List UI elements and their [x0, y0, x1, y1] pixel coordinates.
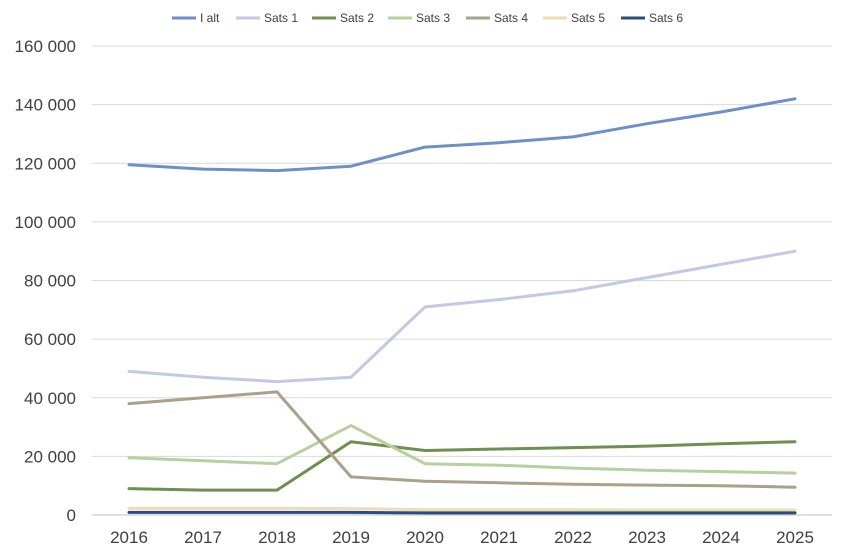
legend-label: Sats 3: [416, 11, 450, 25]
series-line-sats-6: [127, 510, 797, 515]
x-tick-label: 2024: [702, 528, 740, 547]
y-tick-label: 0: [67, 506, 76, 525]
series-line-sats-1: [127, 249, 797, 384]
y-tick-label: 140 000: [15, 96, 76, 115]
legend-item: Sats 2: [312, 11, 374, 25]
legend-label: Sats 1: [264, 11, 298, 25]
legend-item: Sats 5: [543, 11, 605, 25]
y-tick-label: 40 000: [24, 389, 76, 408]
y-tick-label: 160 000: [15, 37, 76, 56]
series-line-sats-3: [127, 424, 797, 475]
legend-label: Sats 2: [340, 11, 374, 25]
x-tick-label: 2018: [258, 528, 296, 547]
series-line-i-alt: [127, 97, 797, 173]
y-tick-label: 120 000: [15, 154, 76, 173]
legend-item: Sats 1: [236, 11, 298, 25]
y-tick-label: 100 000: [15, 213, 76, 232]
chart-legend: I alt Sats 1 Sats 2 Sats 3 Sats 4 Sats 5 Sats …: [172, 11, 683, 25]
legend-item: I alt: [172, 11, 220, 25]
y-tick-label: 80 000: [24, 272, 76, 291]
x-tick-label: 2020: [406, 528, 444, 547]
x-axis-ticks: 2016 2017 2018 2019 2020 2021 2022 2023 2024 2025: [110, 528, 814, 547]
y-axis-ticks: 0 20 000 40 000 60 000 80 000 100 000 120 000 1…: [15, 37, 76, 525]
x-tick-label: 2019: [332, 528, 370, 547]
x-tick-label: 2016: [110, 528, 148, 547]
series-line-sats-2: [127, 440, 797, 492]
series-line-sats-5: [127, 506, 797, 512]
legend-item: Sats 4: [466, 11, 528, 25]
y-tick-label: 20 000: [24, 447, 76, 466]
legend-label: I alt: [200, 11, 220, 25]
y-tick-label: 60 000: [24, 330, 76, 349]
x-tick-label: 2021: [480, 528, 518, 547]
legend-label: Sats 6: [649, 11, 683, 25]
x-tick-label: 2017: [184, 528, 222, 547]
legend-label: Sats 5: [571, 11, 605, 25]
series-line-sats-4: [127, 390, 797, 489]
chart-series: [127, 97, 797, 515]
chart-gridlines: [92, 45, 832, 516]
legend-item: Sats 6: [621, 11, 683, 25]
legend-label: Sats 4: [494, 11, 528, 25]
legend-item: Sats 3: [388, 11, 450, 25]
x-tick-label: 2022: [554, 528, 592, 547]
x-tick-label: 2025: [776, 528, 814, 547]
x-tick-label: 2023: [628, 528, 666, 547]
